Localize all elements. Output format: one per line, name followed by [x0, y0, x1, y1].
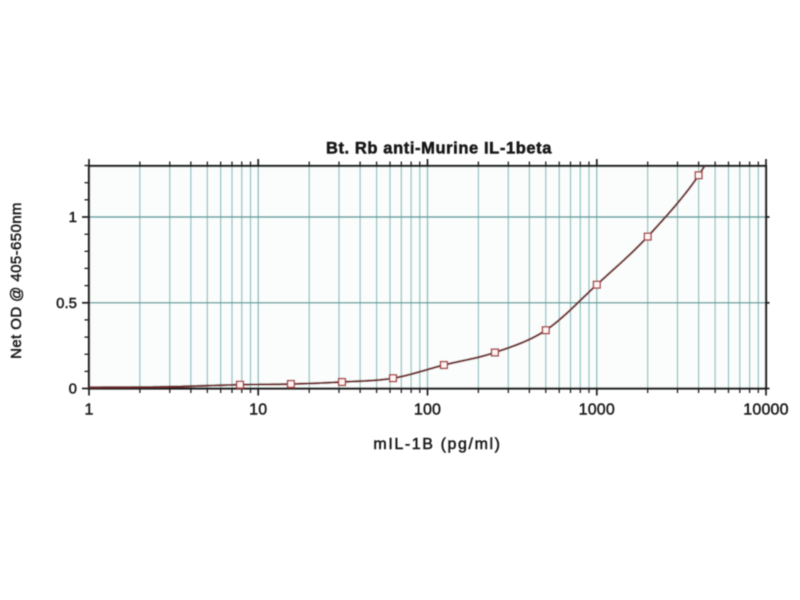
svg-text:Net OD @ 405-650nm: Net OD @ 405-650nm	[8, 202, 25, 359]
svg-text:0.5: 0.5	[56, 295, 77, 312]
svg-text:10000: 10000	[743, 402, 789, 419]
svg-text:10: 10	[249, 402, 267, 419]
svg-text:1: 1	[69, 209, 77, 226]
svg-text:mIL-1B (pg/ml): mIL-1B (pg/ml)	[373, 436, 501, 453]
svg-text:Bt. Rb anti-Murine IL-1beta: Bt. Rb anti-Murine IL-1beta	[326, 140, 552, 158]
svg-text:1000: 1000	[579, 402, 615, 419]
svg-text:100: 100	[414, 402, 441, 419]
svg-text:0: 0	[69, 381, 77, 398]
svg-text:1: 1	[84, 402, 93, 419]
